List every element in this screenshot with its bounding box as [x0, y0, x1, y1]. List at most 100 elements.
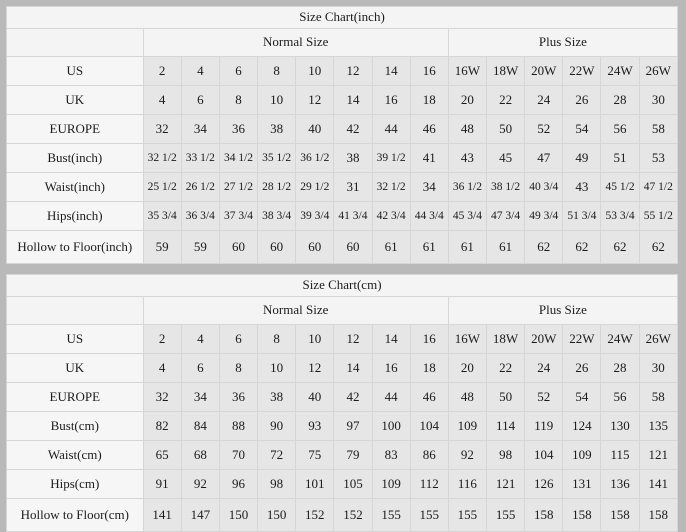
data-cell: 109: [447, 411, 487, 441]
row-label: Hollow to Floor(cm): [6, 498, 144, 532]
data-cell: 8: [218, 85, 259, 115]
data-cell: 155: [485, 498, 526, 532]
data-cell: 52: [524, 114, 564, 144]
data-cell: 32: [142, 382, 182, 412]
table-row: Waist(cm) 65 68 70 72 75 79 83 86 92 98 104 109 115 12…: [6, 440, 679, 470]
data-cell: 48: [447, 114, 488, 144]
data-cell: 130: [600, 411, 640, 441]
data-cell: 51 3/4: [562, 201, 602, 231]
data-cell: 60: [218, 230, 259, 264]
data-cell: 28: [600, 353, 640, 383]
table-row: US 2 4 6 8 10 12 14 16 16W 18W 20W 22W 24W 26W: [6, 56, 679, 86]
data-cell: 4: [180, 56, 220, 86]
data-cell: 34: [180, 382, 220, 412]
data-cell: 50: [485, 382, 526, 412]
data-cell: 91: [142, 469, 182, 499]
data-cell: 43: [447, 143, 488, 173]
data-cell: 82: [142, 411, 182, 441]
data-cell: 62: [562, 230, 602, 264]
group-header-row: Normal Size Plus Size: [6, 296, 679, 325]
data-cell: 158: [562, 498, 602, 532]
data-cell: 45 3/4: [447, 201, 488, 231]
data-cell: 18W: [485, 56, 526, 86]
data-cell: 14: [333, 85, 373, 115]
data-cell: 65: [142, 440, 182, 470]
data-cell: 86: [409, 440, 449, 470]
data-cell: 59: [142, 230, 182, 264]
data-cell: 41: [409, 143, 449, 173]
data-cell: 4: [142, 85, 182, 115]
data-cell: 53 3/4: [600, 201, 640, 231]
data-cell: 121: [485, 469, 526, 499]
data-cell: 155: [447, 498, 487, 532]
data-cell: 24: [524, 353, 564, 383]
data-cell: 4: [142, 353, 182, 383]
data-cell: 72: [257, 440, 297, 470]
data-cell: 62: [600, 230, 640, 264]
data-cell: 109: [371, 469, 411, 499]
table-row: Hollow to Floor(inch) 59 59 60 60 60 60 61 61 61 6…: [6, 230, 679, 264]
data-cell: 34 1/2: [218, 143, 259, 173]
data-cell: 36 1/2: [447, 172, 488, 202]
data-cell: 36: [218, 382, 259, 412]
data-cell: 54: [562, 382, 602, 412]
data-cell: 50: [485, 114, 526, 144]
data-cell: 34: [180, 114, 220, 144]
data-cell: 35 1/2: [257, 143, 297, 173]
data-cell: 26W: [638, 56, 679, 86]
data-cell: 44: [371, 114, 411, 144]
data-cell: 12: [333, 56, 373, 86]
chart-title: Size Chart(inch): [6, 6, 678, 29]
data-cell: 10: [295, 56, 335, 86]
data-cell: 36 1/2: [295, 143, 335, 173]
data-cell: 10: [295, 324, 335, 354]
data-cell: 38 3/4: [257, 201, 297, 231]
data-cell: 40 3/4: [524, 172, 564, 202]
data-cell: 8: [257, 324, 297, 354]
data-cell: 22W: [562, 56, 602, 86]
data-cell: 20W: [524, 56, 564, 86]
data-cell: 101: [295, 469, 335, 499]
title-row: Size Chart(inch): [6, 6, 678, 29]
data-cell: 47 3/4: [485, 201, 526, 231]
data-cell: 39 3/4: [295, 201, 335, 231]
data-cell: 46: [409, 382, 449, 412]
data-cell: 20W: [524, 324, 564, 354]
table-row: UK 4 6 8 10 12 14 16 18 20 22 24 26 28 30: [6, 85, 679, 115]
data-cell: 22: [485, 353, 526, 383]
row-label: Bust(cm): [6, 411, 144, 441]
data-cell: 20: [447, 85, 488, 115]
size-chart-cm-table: Size Chart(cm) Normal Size Plus Size US 2 4 6 8…: [6, 274, 679, 532]
data-cell: 26: [562, 353, 602, 383]
data-cell: 92: [447, 440, 487, 470]
data-cell: 152: [333, 498, 373, 532]
data-cell: 6: [218, 324, 259, 354]
data-cell: 105: [333, 469, 373, 499]
data-cell: 56: [600, 382, 640, 412]
size-chart-inch-table: Size Chart(inch) Normal Size Plus Size US 2 4…: [6, 6, 679, 264]
data-cell: 42 3/4: [371, 201, 411, 231]
data-cell: 30: [638, 85, 679, 115]
data-cell: 18: [409, 353, 449, 383]
data-cell: 97: [333, 411, 373, 441]
data-cell: 152: [295, 498, 335, 532]
data-cell: 75: [295, 440, 335, 470]
data-cell: 28: [600, 85, 640, 115]
data-cell: 12: [333, 324, 373, 354]
data-cell: 141: [638, 469, 679, 499]
data-cell: 16W: [447, 324, 487, 354]
data-cell: 14: [333, 353, 373, 383]
data-cell: 58: [638, 382, 679, 412]
data-cell: 4: [180, 324, 220, 354]
data-cell: 60: [333, 230, 373, 264]
data-cell: 49 3/4: [524, 201, 564, 231]
data-cell: 44: [371, 382, 411, 412]
data-cell: 38: [333, 143, 373, 173]
data-cell: 47: [524, 143, 564, 173]
data-cell: 32 1/2: [142, 143, 182, 173]
data-cell: 35 3/4: [142, 201, 182, 231]
data-cell: 44 3/4: [409, 201, 449, 231]
data-cell: 10: [257, 353, 297, 383]
data-cell: 53: [638, 143, 679, 173]
data-cell: 104: [524, 440, 564, 470]
